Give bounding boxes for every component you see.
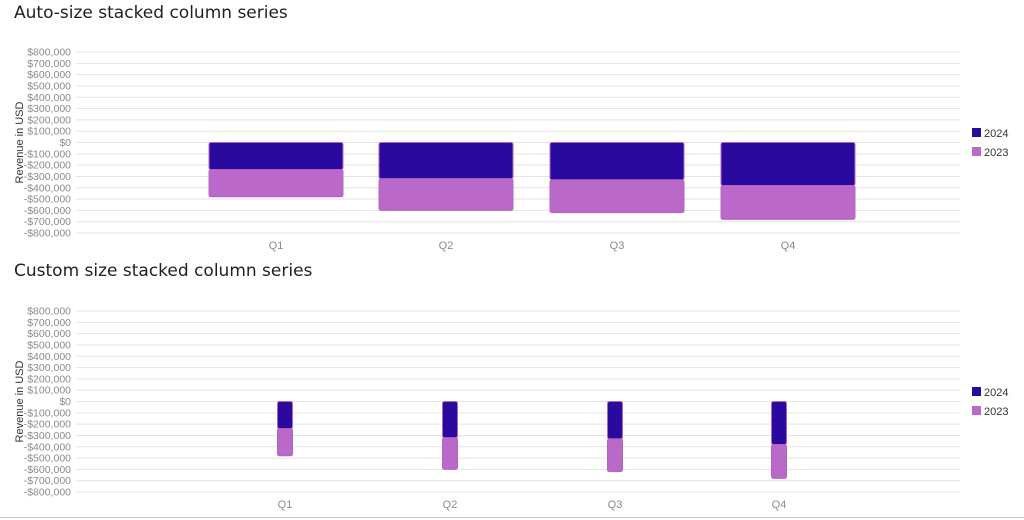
bottom-divider bbox=[0, 517, 1024, 518]
y-tick-label: -$600,000 bbox=[24, 205, 71, 217]
bar-2024-Q1[interactable] bbox=[208, 142, 344, 171]
legend-item-2024[interactable]: 2024 bbox=[972, 128, 1008, 140]
x-axis: Q1 Q2 Q3 Q4 bbox=[269, 240, 796, 252]
legend-swatch bbox=[972, 147, 981, 156]
bar-2023-Q4[interactable] bbox=[720, 184, 856, 220]
y-tick-label: $500,000 bbox=[27, 339, 71, 351]
x-tick-label: Q1 bbox=[278, 499, 293, 511]
y-tick-label: -$400,000 bbox=[24, 441, 71, 453]
legend-label: 2023 bbox=[984, 406, 1008, 418]
y-tick-label: $600,000 bbox=[27, 328, 71, 340]
y-gridlines bbox=[76, 310, 960, 493]
bar-2024-Q3[interactable] bbox=[607, 401, 623, 440]
y-tick-label: -$600,000 bbox=[24, 464, 71, 476]
bars bbox=[208, 142, 856, 220]
y-tick-label: $200,000 bbox=[27, 114, 71, 126]
y-tick-label: $0 bbox=[59, 396, 71, 408]
x-tick-label: Q1 bbox=[269, 240, 284, 252]
bar-2024-Q4[interactable] bbox=[771, 401, 787, 445]
y-tick-label: -$800,000 bbox=[24, 228, 71, 240]
chart-plot: $800,000$700,000$600,000$500,000$400,000… bbox=[14, 47, 1008, 253]
x-tick-label: Q2 bbox=[443, 499, 458, 511]
y-tick-label: $0 bbox=[59, 137, 71, 149]
y-tick-label: $200,000 bbox=[27, 373, 71, 385]
y-axis-label: Revenue in USD bbox=[14, 101, 26, 183]
y-tick-label: $400,000 bbox=[27, 351, 71, 363]
bar-2024-Q2[interactable] bbox=[378, 142, 514, 180]
y-tick-label: -$200,000 bbox=[24, 419, 71, 431]
y-tick-label: -$800,000 bbox=[24, 487, 71, 499]
y-tick-label: -$100,000 bbox=[24, 407, 71, 419]
y-tick-label: $600,000 bbox=[27, 69, 71, 81]
legend-swatch bbox=[972, 128, 981, 137]
y-tick-label: $300,000 bbox=[27, 103, 71, 115]
y-tick-label: $100,000 bbox=[27, 385, 71, 397]
bar-2023-Q1[interactable] bbox=[208, 169, 344, 198]
y-tick-label: $700,000 bbox=[27, 317, 71, 329]
bar-2024-Q4[interactable] bbox=[720, 142, 856, 186]
bar-2024-Q2[interactable] bbox=[442, 401, 458, 439]
legend-label: 2024 bbox=[984, 128, 1008, 140]
legend-item-2023[interactable]: 2023 bbox=[972, 406, 1008, 418]
legend: 2024 2023 bbox=[972, 128, 1008, 159]
x-tick-label: Q4 bbox=[781, 240, 796, 252]
bar-2023-Q2[interactable] bbox=[442, 437, 458, 470]
chart-title: Auto-size stacked column series bbox=[14, 3, 288, 23]
y-tick-label: -$300,000 bbox=[24, 171, 71, 183]
legend-label: 2024 bbox=[984, 387, 1008, 399]
y-tick-label: $300,000 bbox=[27, 362, 71, 374]
bars bbox=[277, 401, 787, 479]
bar-2023-Q1[interactable] bbox=[277, 428, 293, 457]
y-tick-label: -$500,000 bbox=[24, 194, 71, 206]
y-tick-label: -$400,000 bbox=[24, 182, 71, 194]
legend: 2024 2023 bbox=[972, 387, 1008, 418]
legend-label: 2023 bbox=[984, 147, 1008, 159]
y-tick-label: -$100,000 bbox=[24, 148, 71, 160]
bar-2023-Q4[interactable] bbox=[771, 443, 787, 479]
y-tick-label: $700,000 bbox=[27, 58, 71, 70]
x-axis: Q1 Q2 Q3 Q4 bbox=[278, 499, 787, 511]
chart-title: Custom size stacked column series bbox=[14, 261, 313, 281]
y-tick-label: -$300,000 bbox=[24, 430, 71, 442]
x-tick-label: Q3 bbox=[610, 240, 625, 252]
x-tick-label: Q3 bbox=[608, 499, 623, 511]
x-tick-label: Q4 bbox=[772, 499, 787, 511]
legend-swatch bbox=[972, 406, 981, 415]
y-tick-label: $800,000 bbox=[27, 47, 71, 59]
bar-2024-Q3[interactable] bbox=[549, 142, 685, 181]
y-tick-label: -$500,000 bbox=[24, 453, 71, 465]
legend-item-2024[interactable]: 2024 bbox=[972, 387, 1008, 399]
chart-custom-size: Custom size stacked column series $800,0… bbox=[0, 258, 1024, 520]
y-tick-label: -$200,000 bbox=[24, 160, 71, 172]
bar-2023-Q3[interactable] bbox=[549, 179, 685, 214]
y-tick-label: $100,000 bbox=[27, 126, 71, 138]
y-tick-label: $500,000 bbox=[27, 80, 71, 92]
bar-2023-Q2[interactable] bbox=[378, 178, 514, 211]
y-axis-label: Revenue in USD bbox=[14, 360, 26, 442]
y-tick-label: -$700,000 bbox=[24, 475, 71, 487]
y-tick-label: -$700,000 bbox=[24, 216, 71, 228]
chart-plot: $800,000$700,000$600,000$500,000$400,000… bbox=[14, 306, 1008, 512]
chart-auto-size: Auto-size stacked column series $800,000… bbox=[0, 0, 1024, 258]
x-tick-label: Q2 bbox=[439, 240, 454, 252]
legend-swatch bbox=[972, 387, 981, 396]
legend-item-2023[interactable]: 2023 bbox=[972, 147, 1008, 159]
bar-2023-Q3[interactable] bbox=[607, 438, 623, 473]
y-tick-label: $800,000 bbox=[27, 306, 71, 318]
y-axis: $800,000$700,000$600,000$500,000$400,000… bbox=[24, 47, 71, 240]
y-axis: $800,000$700,000$600,000$500,000$400,000… bbox=[24, 306, 71, 499]
bar-2024-Q1[interactable] bbox=[277, 401, 293, 430]
y-tick-label: $400,000 bbox=[27, 92, 71, 104]
